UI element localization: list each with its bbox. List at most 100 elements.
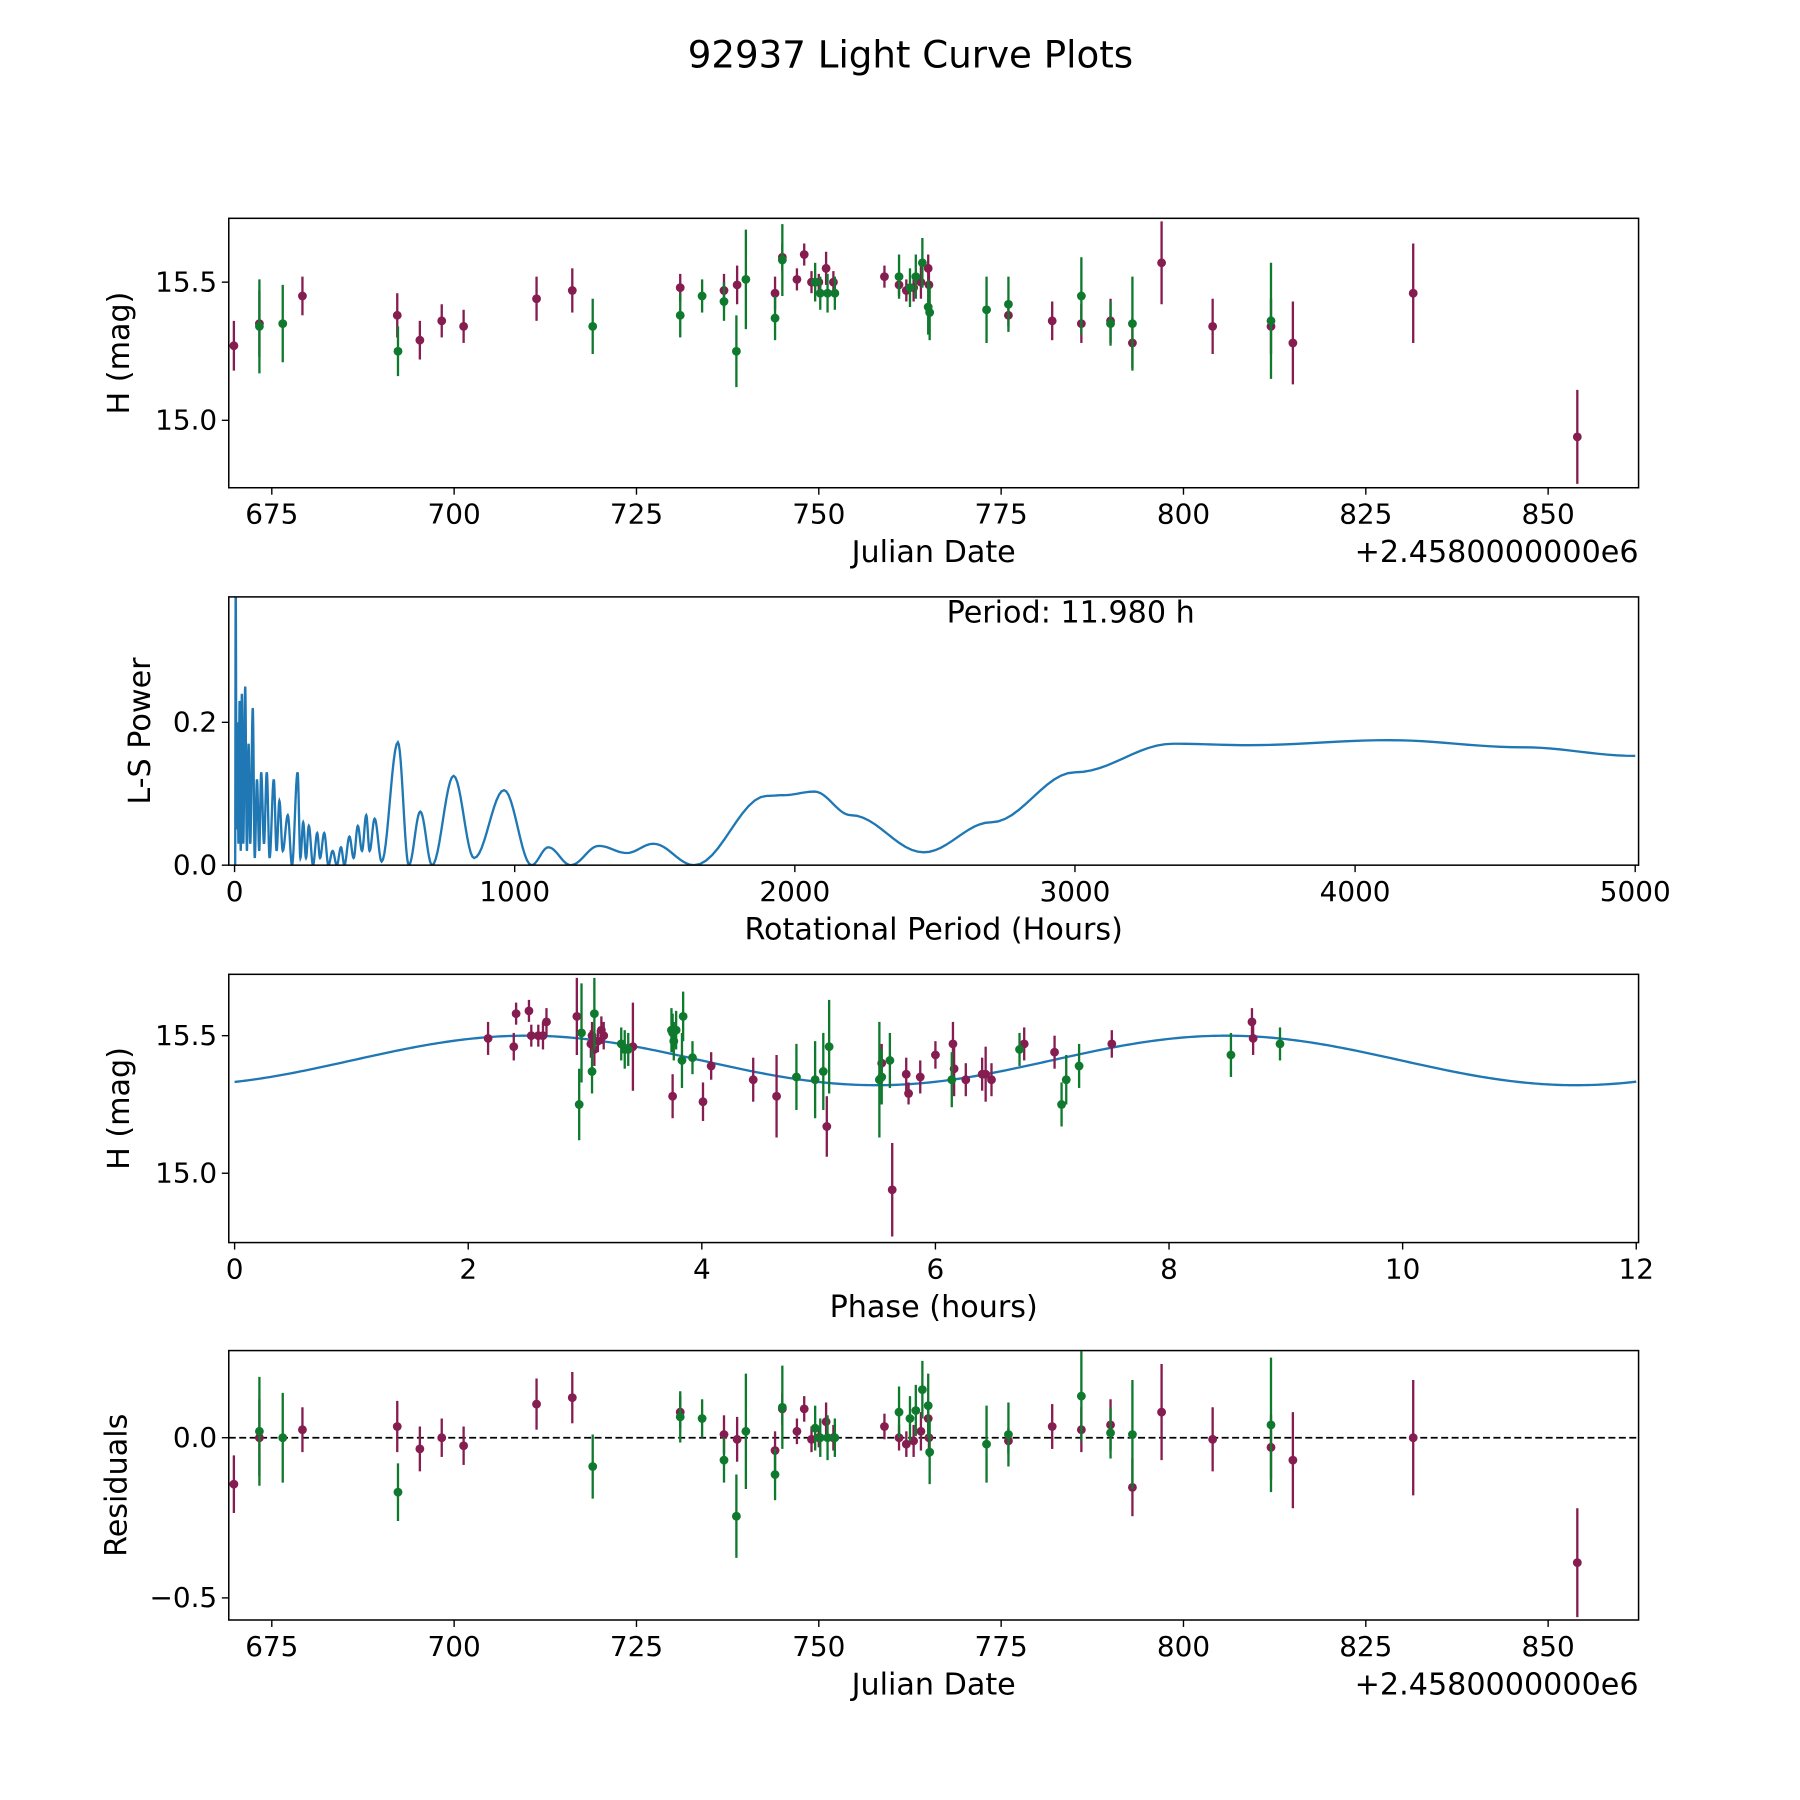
series_b-data-point bbox=[587, 1049, 597, 1094]
x-offset-text: +2.4580000000e6 bbox=[1355, 1667, 1639, 1702]
y-axis-label: L-S Power bbox=[123, 657, 158, 805]
marker bbox=[1208, 1434, 1218, 1444]
series_a-data-point bbox=[1572, 389, 1582, 484]
series_b-data-point bbox=[905, 1396, 915, 1441]
marker bbox=[824, 1042, 834, 1052]
x-tick-label: 700 bbox=[428, 498, 481, 531]
marker bbox=[677, 1056, 687, 1065]
marker bbox=[678, 1012, 688, 1021]
marker bbox=[483, 1034, 493, 1043]
marker bbox=[792, 1426, 802, 1436]
series_a-data-point bbox=[437, 304, 447, 338]
series_a-data-point bbox=[822, 1096, 832, 1157]
marker bbox=[931, 1050, 940, 1060]
series_b-data-point bbox=[254, 279, 264, 374]
marker bbox=[393, 346, 403, 356]
marker bbox=[532, 1399, 541, 1409]
marker bbox=[1107, 1039, 1117, 1049]
marker bbox=[1226, 1050, 1236, 1060]
series_b-data-point bbox=[1004, 276, 1013, 332]
marker bbox=[415, 335, 425, 345]
marker bbox=[392, 310, 402, 320]
series_b-data-point bbox=[623, 1032, 633, 1066]
marker bbox=[741, 274, 751, 284]
marker bbox=[298, 291, 307, 301]
series_b-data-point bbox=[1076, 1351, 1086, 1441]
marker bbox=[524, 1006, 534, 1016]
marker bbox=[772, 1091, 781, 1101]
series_a-data-point bbox=[509, 1032, 519, 1061]
series_a-data-point bbox=[415, 1426, 425, 1472]
marker bbox=[675, 283, 685, 293]
series_b-data-point bbox=[1015, 1032, 1024, 1066]
series_a-data-point bbox=[459, 309, 469, 343]
series_a-data-point bbox=[1408, 1380, 1418, 1496]
marker bbox=[1572, 432, 1582, 442]
marker bbox=[731, 1511, 741, 1521]
marker bbox=[792, 274, 802, 284]
series_a-data-point bbox=[792, 1418, 802, 1445]
marker bbox=[917, 1385, 927, 1395]
series_b-data-point bbox=[777, 224, 787, 296]
series_b-data-point bbox=[947, 1052, 957, 1108]
series_a-data-point bbox=[880, 265, 889, 288]
series_b-data-point bbox=[818, 1032, 828, 1110]
series_a-data-point bbox=[229, 1455, 239, 1514]
marker bbox=[823, 1433, 832, 1443]
series_b-data-point bbox=[1106, 301, 1115, 346]
marker bbox=[810, 1075, 820, 1085]
series_b-data-point bbox=[911, 254, 921, 299]
marker bbox=[719, 297, 729, 306]
marker bbox=[911, 1406, 921, 1415]
x-offset-text: +2.4580000000e6 bbox=[1355, 535, 1639, 570]
marker bbox=[1408, 288, 1418, 298]
marker bbox=[511, 1009, 521, 1019]
marker bbox=[815, 1433, 825, 1443]
marker bbox=[770, 288, 780, 298]
marker bbox=[1061, 1075, 1071, 1085]
marker bbox=[588, 321, 598, 331]
series_a-data-point bbox=[1050, 1035, 1059, 1069]
marker bbox=[1572, 1558, 1582, 1568]
series_b-data-point bbox=[393, 326, 403, 377]
marker bbox=[697, 1414, 707, 1423]
marker bbox=[822, 1122, 832, 1131]
y-tick-label: 0.0 bbox=[173, 1421, 217, 1454]
marker bbox=[1047, 1422, 1057, 1431]
series_b-data-point bbox=[777, 1365, 787, 1449]
series_b-data-point bbox=[1266, 262, 1276, 379]
marker bbox=[1266, 1420, 1276, 1430]
series_b-data-point bbox=[830, 276, 840, 310]
marker bbox=[799, 1404, 809, 1414]
series_b-data-point bbox=[894, 254, 904, 299]
series_a-data-point bbox=[772, 1054, 781, 1138]
series_a-data-point bbox=[599, 1021, 609, 1050]
series_a-data-point bbox=[1047, 301, 1057, 341]
series_a-data-point bbox=[1208, 1407, 1218, 1472]
marker bbox=[574, 1100, 584, 1109]
marker bbox=[1408, 1433, 1418, 1443]
marker bbox=[987, 1075, 996, 1085]
marker bbox=[741, 1426, 751, 1436]
marker bbox=[1047, 316, 1057, 326]
series_b-data-point bbox=[810, 1405, 820, 1451]
x-axis-label: Rotational Period (Hours) bbox=[744, 912, 1122, 947]
marker bbox=[254, 1426, 264, 1436]
lightcurve-panel: 675 700 725 750 775 800 825 850 15.0 15.5 Julian D… bbox=[102, 217, 1640, 570]
series_b-data-point bbox=[877, 1049, 887, 1105]
series_a-data-point bbox=[1248, 1021, 1258, 1055]
marker bbox=[1157, 1407, 1167, 1417]
series_a-data-point bbox=[1288, 301, 1298, 385]
marker bbox=[748, 1075, 758, 1085]
series_b-data-point bbox=[894, 1386, 904, 1438]
marker bbox=[1288, 338, 1298, 348]
series_a-data-point bbox=[572, 977, 582, 1055]
series_a-data-point bbox=[1157, 221, 1167, 305]
marker bbox=[593, 1036, 603, 1046]
marker bbox=[459, 321, 469, 331]
marker bbox=[671, 1025, 681, 1035]
axes-frame bbox=[228, 596, 1640, 866]
series_b-data-point bbox=[741, 1373, 751, 1489]
series_a-data-point bbox=[1408, 243, 1418, 343]
series_a-data-point bbox=[668, 1074, 678, 1119]
